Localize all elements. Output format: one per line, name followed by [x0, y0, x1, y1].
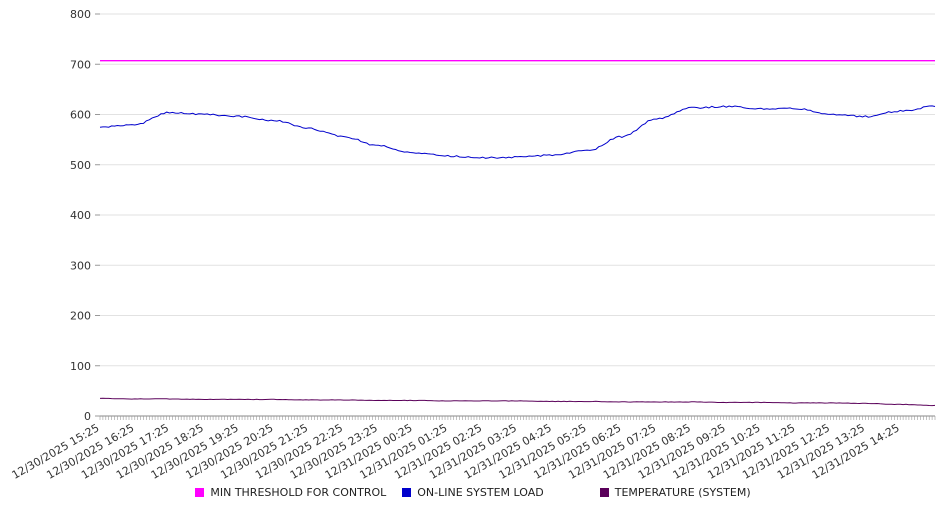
y-axis-labels: 0 100 200 300 400 500 600 700 800 [70, 8, 91, 423]
series-line-temperature-system [99, 397, 936, 407]
legend-item-min-threshold[interactable]: MIN THRESHOLD FOR CONTROL [195, 486, 386, 499]
svg-text:600: 600 [70, 109, 91, 122]
svg-text:500: 500 [70, 159, 91, 172]
legend-label-temperature: TEMPERATURE (SYSTEM) [614, 486, 751, 499]
line-chart: 0 100 200 300 400 500 600 700 800 12/30/2025 15:2… [10, 8, 936, 482]
legend-swatch-temperature [599, 488, 609, 497]
x-axis-ticks [99, 416, 936, 420]
chart-legend: MIN THRESHOLD FOR CONTROL ON-LINE SYSTEM… [0, 486, 946, 499]
legend-swatch-min-threshold [195, 488, 205, 497]
svg-text:300: 300 [70, 259, 91, 272]
chart-area: 0 100 200 300 400 500 600 700 800 12/30/2025 15:2… [10, 8, 936, 482]
svg-text:800: 800 [70, 8, 91, 21]
legend-label-min-threshold: MIN THRESHOLD FOR CONTROL [210, 486, 387, 499]
legend-swatch-system-load [402, 488, 412, 497]
svg-text:400: 400 [70, 209, 91, 222]
legend-item-system-load[interactable]: ON-LINE SYSTEM LOAD [402, 486, 544, 499]
svg-text:100: 100 [70, 360, 91, 373]
legend-item-temperature[interactable]: TEMPERATURE (SYSTEM) [599, 486, 751, 499]
series-line-on-line-system-load [99, 105, 936, 159]
legend-label-system-load: ON-LINE SYSTEM LOAD [417, 486, 544, 499]
svg-text:700: 700 [70, 58, 91, 71]
svg-text:200: 200 [70, 310, 91, 323]
y-gridlines [95, 13, 935, 417]
svg-text:0: 0 [84, 410, 91, 423]
